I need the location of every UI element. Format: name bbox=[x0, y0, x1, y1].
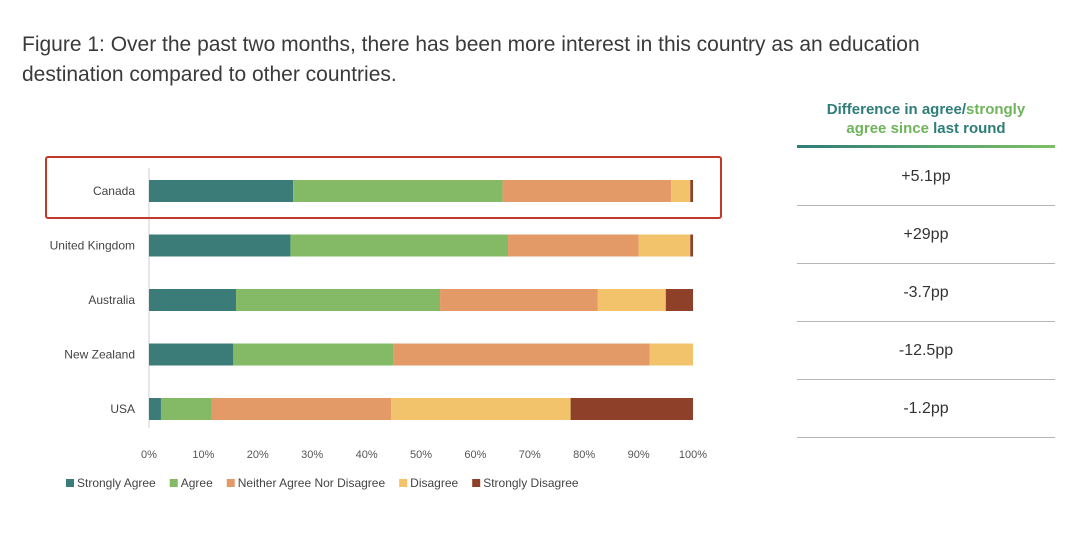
legend-swatch bbox=[472, 479, 481, 487]
x-tick-label: 60% bbox=[464, 449, 486, 461]
bar-segment bbox=[236, 289, 441, 311]
bar-segment bbox=[665, 289, 693, 311]
x-tick-label: 70% bbox=[519, 449, 541, 461]
legend-swatch bbox=[66, 479, 74, 487]
category-label: USA bbox=[110, 402, 135, 416]
difference-header-part: Difference in agree/ bbox=[826, 101, 967, 118]
difference-header: Difference in agree/strongly agree since… bbox=[797, 100, 1055, 145]
legend-swatch bbox=[169, 479, 178, 487]
bar-segment bbox=[211, 398, 392, 420]
highlight-box bbox=[45, 156, 722, 219]
bar-segment bbox=[160, 398, 212, 420]
difference-panel: Difference in agree/strongly agree since… bbox=[797, 100, 1055, 438]
bar-segment bbox=[149, 398, 161, 420]
bar-segment bbox=[508, 234, 639, 257]
x-tick-label: 50% bbox=[410, 449, 432, 461]
category-label: Canada bbox=[93, 184, 135, 198]
stacked-bar-chart: Canada United Kingdom Australia New Zealand… bbox=[45, 156, 722, 490]
figure-title: Figure 1: Over the past two months, ther… bbox=[22, 30, 982, 90]
legend-label: Disagree bbox=[410, 476, 458, 490]
x-tick-label: 90% bbox=[628, 449, 650, 461]
difference-header-part: strongly bbox=[966, 101, 1026, 118]
bar-segment bbox=[597, 289, 666, 311]
legend-label: Strongly Agree bbox=[77, 476, 156, 490]
category-label: Australia bbox=[88, 293, 135, 307]
legend-label: Neither Agree Nor Disagree bbox=[238, 476, 386, 490]
difference-value: -12.5pp bbox=[797, 322, 1055, 380]
bar-segment bbox=[690, 234, 693, 257]
difference-header-rule bbox=[797, 145, 1055, 148]
difference-value: +29pp bbox=[797, 206, 1055, 264]
x-tick-label: 0% bbox=[141, 449, 157, 461]
legend-swatch bbox=[399, 479, 408, 487]
bar-segment bbox=[293, 180, 503, 202]
x-tick-label: 100% bbox=[679, 449, 707, 461]
x-tick-label: 30% bbox=[301, 449, 323, 461]
bar-segment bbox=[570, 398, 693, 420]
x-tick-label: 40% bbox=[356, 449, 378, 461]
difference-header-part: last round bbox=[933, 120, 1006, 137]
bar-segment bbox=[690, 180, 693, 202]
legend-label: Strongly Disagree bbox=[483, 476, 579, 490]
bar-segment bbox=[233, 343, 394, 366]
difference-value: -1.2pp bbox=[797, 380, 1055, 438]
bar-segment bbox=[149, 343, 234, 366]
bar-segment bbox=[393, 343, 650, 366]
bar-segment bbox=[149, 289, 237, 311]
figure-title-line1: Figure 1: Over the past two months, ther… bbox=[22, 33, 920, 56]
difference-value: +5.1pp bbox=[797, 148, 1055, 206]
bar-segment bbox=[391, 398, 571, 420]
difference-value: -3.7pp bbox=[797, 264, 1055, 322]
bar-segment bbox=[638, 234, 691, 257]
bar-segment bbox=[290, 234, 509, 257]
bar-segment bbox=[149, 180, 294, 202]
difference-header-part: agree since bbox=[846, 120, 934, 137]
bar-segment bbox=[149, 234, 291, 257]
x-tick-label: 20% bbox=[247, 449, 269, 461]
category-label: United Kingdom bbox=[50, 239, 135, 253]
figure-title-line2: destination compared to other countries. bbox=[22, 63, 397, 86]
legend-swatch bbox=[226, 479, 235, 487]
bar-segment bbox=[440, 289, 598, 311]
legend-label: Agree bbox=[181, 476, 213, 490]
x-tick-label: 10% bbox=[192, 449, 214, 461]
bar-segment bbox=[671, 180, 691, 202]
bar-segment bbox=[649, 343, 693, 366]
x-tick-label: 80% bbox=[573, 449, 595, 461]
bar-segment bbox=[502, 180, 672, 202]
category-label: New Zealand bbox=[64, 348, 135, 362]
